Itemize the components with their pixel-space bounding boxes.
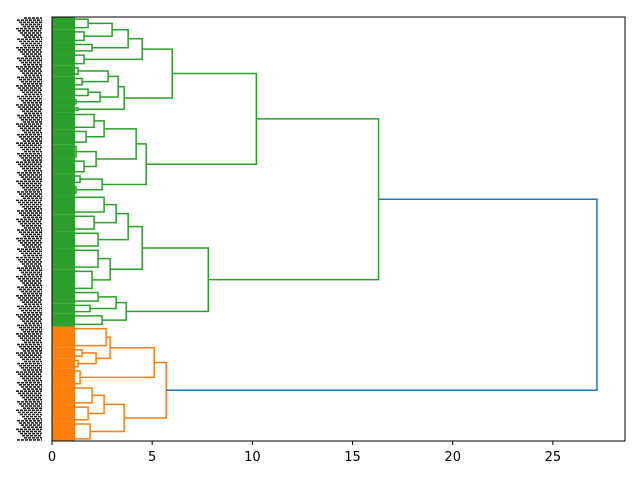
dendrogram-link bbox=[96, 336, 111, 360]
dendrogram-link bbox=[146, 72, 258, 165]
leaf-link bbox=[74, 215, 95, 230]
dendrogram-link bbox=[92, 28, 129, 49]
leaf-labels bbox=[16, 17, 42, 441]
dendrogram-link bbox=[102, 301, 127, 321]
leaf-cluster bbox=[52, 248, 76, 270]
leaf-cluster bbox=[52, 313, 76, 327]
dendrogram-link bbox=[126, 247, 210, 313]
leaf-cluster bbox=[52, 404, 76, 422]
leaf-cluster bbox=[52, 269, 76, 291]
dendrogram-link bbox=[90, 296, 117, 310]
leaf-cluster bbox=[52, 86, 76, 98]
dendrogram-link bbox=[102, 143, 147, 186]
leaf-link bbox=[74, 88, 89, 97]
dendrogram-link bbox=[80, 346, 155, 379]
leaf-cluster bbox=[52, 29, 76, 43]
leaf-link bbox=[74, 160, 85, 173]
leaf-cluster bbox=[52, 303, 76, 314]
leaf-link bbox=[74, 315, 103, 326]
dendrogram-link bbox=[76, 178, 103, 191]
dendrogram-link bbox=[78, 352, 97, 365]
dendrogram-link bbox=[88, 394, 105, 415]
dendrogram-link bbox=[124, 48, 173, 99]
leaf-cluster bbox=[52, 184, 76, 196]
leaf-link bbox=[74, 113, 95, 128]
leaf-link bbox=[74, 249, 99, 268]
dendrogram-link bbox=[86, 120, 105, 138]
x-tick-label: 15 bbox=[344, 450, 361, 465]
leaf-cluster bbox=[52, 358, 76, 369]
leaf-cluster bbox=[52, 97, 76, 107]
leaf-link bbox=[74, 327, 107, 347]
leaf-cluster bbox=[52, 326, 76, 348]
leaf-link bbox=[74, 31, 85, 42]
leaf-cluster bbox=[52, 231, 76, 249]
leaf-link bbox=[74, 232, 99, 247]
dendrogram-link bbox=[78, 85, 125, 110]
dendrogram-link bbox=[208, 118, 380, 281]
leaf-cluster bbox=[52, 106, 76, 113]
x-tick-label: 5 bbox=[148, 450, 156, 465]
leaf-link bbox=[74, 406, 89, 421]
dendrogram-link bbox=[94, 203, 117, 224]
dendrogram-link bbox=[92, 257, 111, 281]
leaf-link bbox=[74, 54, 85, 65]
leaf-cluster bbox=[52, 76, 76, 87]
x-tick-label: 20 bbox=[444, 450, 461, 465]
x-tick-label: 10 bbox=[244, 450, 261, 465]
leaf-link bbox=[74, 387, 93, 404]
leaf-cluster bbox=[52, 42, 76, 54]
leaf-cluster bbox=[52, 53, 76, 66]
dendrogram-link bbox=[84, 37, 143, 61]
leaf-link bbox=[74, 270, 93, 290]
leaf-link bbox=[74, 291, 99, 302]
leaf-cluster bbox=[52, 290, 76, 304]
leaf-cluster bbox=[52, 195, 76, 215]
leaf-link bbox=[74, 423, 91, 440]
leaf-link bbox=[74, 77, 83, 86]
x-tick-label: 0 bbox=[48, 450, 56, 465]
x-axis: 0 5 10 15 20 25 bbox=[48, 441, 561, 465]
leaf-cluster bbox=[52, 129, 76, 145]
dendrogram-link bbox=[98, 212, 129, 241]
leaf-cluster bbox=[52, 112, 76, 130]
leaf-cluster bbox=[52, 65, 76, 77]
axes-frame bbox=[51, 16, 626, 442]
dendrogram-link bbox=[76, 150, 97, 168]
leaf-link bbox=[74, 130, 87, 143]
dendrogram-link bbox=[96, 128, 137, 160]
leaf-cluster bbox=[52, 144, 76, 160]
leaf-cluster bbox=[52, 421, 76, 441]
leaf-cluster bbox=[52, 214, 76, 232]
x-tick-label: 25 bbox=[545, 450, 562, 465]
dendrogram-link bbox=[90, 403, 125, 433]
leaf-link bbox=[74, 18, 89, 29]
dendrogram-link bbox=[110, 225, 143, 271]
leaf-cluster bbox=[52, 385, 76, 405]
leaf-link bbox=[74, 349, 83, 357]
leaf-link bbox=[74, 196, 105, 213]
leaf-link bbox=[74, 43, 93, 52]
leaf-cluster bbox=[52, 17, 76, 30]
dendrogram-links bbox=[52, 17, 598, 441]
leaf-cluster bbox=[52, 173, 76, 185]
dendrogram-link bbox=[166, 198, 598, 392]
leaf-cluster bbox=[52, 347, 76, 359]
dendrogram-link bbox=[124, 361, 167, 419]
leaf-cluster bbox=[52, 368, 76, 386]
dendrogram-link bbox=[100, 75, 119, 98]
leaf-cluster bbox=[52, 159, 76, 174]
leaf-link bbox=[74, 304, 91, 313]
